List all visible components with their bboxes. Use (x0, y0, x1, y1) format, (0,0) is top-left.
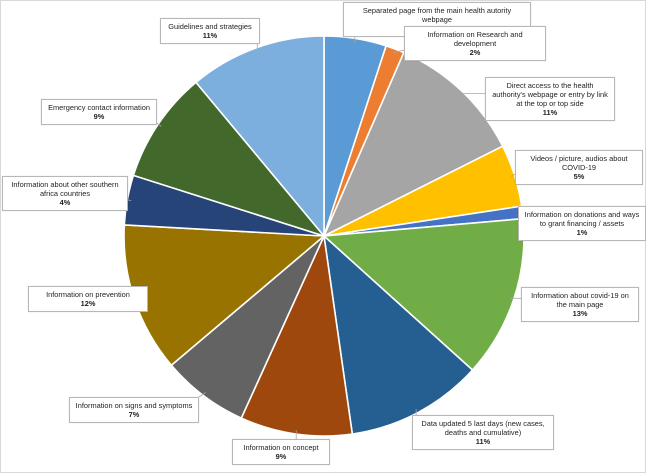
pie-slice (240, 233, 354, 437)
data-label-percent: 9% (93, 112, 105, 121)
data-label-category: Information on donations and ways to gra… (524, 210, 640, 228)
data-label-percent: 1% (576, 228, 588, 237)
data-label-percent: 2% (469, 48, 481, 57)
data-label: Guidelines and strategies 11% (160, 18, 260, 44)
data-label: Information on prevention 12% (28, 286, 148, 312)
data-label-percent: 7% (128, 410, 140, 419)
leader-line (127, 199, 132, 201)
leader-line (510, 173, 516, 177)
data-label: Information about other southern africa … (2, 176, 128, 211)
pie-slice (194, 35, 325, 239)
data-label-percent: 13% (572, 309, 588, 318)
data-label-percent: 12% (80, 299, 96, 308)
data-label: Information about covid-19 on the main p… (521, 287, 639, 322)
leader-line (156, 122, 162, 127)
data-label-percent: 11% (542, 108, 558, 117)
data-label-category: Data updated 5 last days (new cases, dea… (421, 419, 545, 437)
leader-line (393, 49, 405, 54)
data-label: Videos / picture, audios about COVID-19 5… (515, 150, 643, 185)
data-label-category: Information on Research and development (427, 30, 523, 48)
pie-slice (132, 81, 327, 238)
data-label: Information on signs and symptoms 7% (69, 397, 199, 423)
data-label-category: Information about covid-19 on the main p… (531, 291, 629, 309)
data-label-category: Separated page from the main health auto… (362, 6, 512, 24)
leader-line (198, 392, 207, 398)
data-label-category: Guidelines and strategies (168, 22, 252, 31)
data-label-category: Information about other southern africa … (11, 180, 119, 198)
data-label: Direct access to the health authority's … (485, 77, 615, 121)
data-label-category: Information on prevention (46, 290, 130, 299)
data-label-percent: 11% (475, 437, 491, 446)
pie-slice (322, 233, 474, 435)
data-label-category: Emergency contact information (48, 103, 150, 112)
data-label: Information on donations and ways to gra… (518, 206, 646, 241)
data-label: Data updated 5 last days (new cases, dea… (412, 415, 554, 450)
data-label: Information on concept 9% (232, 439, 330, 465)
data-label-category: Information on signs and symptoms (75, 401, 193, 410)
data-label-category: Direct access to the health authority's … (492, 81, 608, 108)
data-label: Information on Research and development 2… (404, 26, 546, 61)
data-label-category: Videos / picture, audios about COVID-19 (530, 154, 628, 172)
data-label-percent: 9% (275, 452, 287, 461)
data-label-percent: 5% (573, 172, 585, 181)
data-label: Emergency contact information 9% (41, 99, 157, 125)
data-label-category: Information on concept (243, 443, 319, 452)
data-label-percent: 11% (202, 31, 218, 40)
data-label-percent: 4% (59, 198, 71, 207)
